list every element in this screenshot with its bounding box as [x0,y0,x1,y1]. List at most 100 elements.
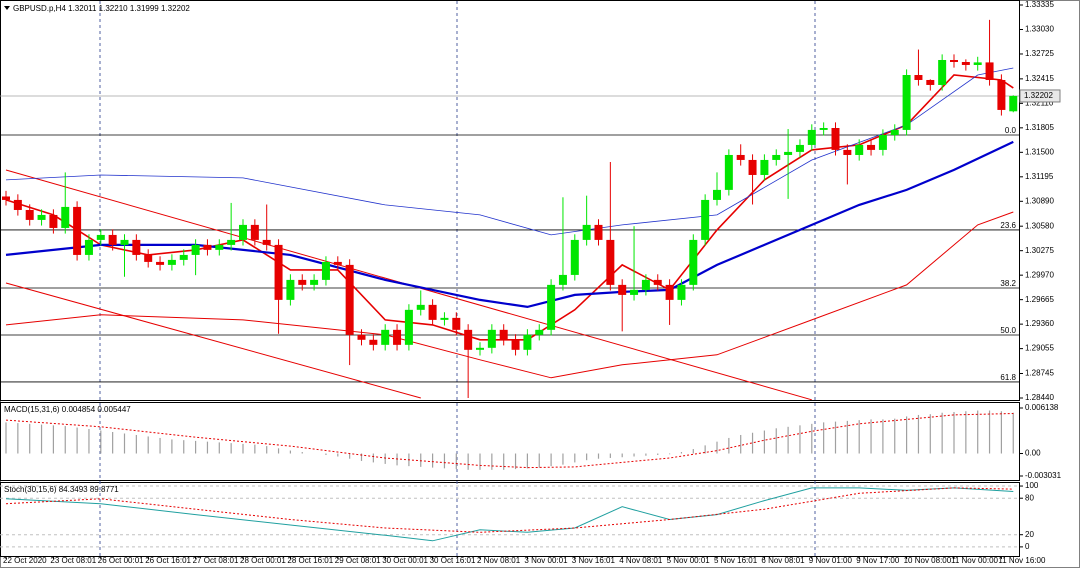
stoch-plot [0,485,1019,548]
candle-body [736,154,745,160]
candle-body [286,279,295,300]
x-tick-label: 22 Oct 2020 [3,556,47,565]
candle-body [701,199,710,240]
chart-title: GBPUSD.p,H4 1.32011 1.32210 1.31999 1.32… [13,4,190,13]
candle-body [440,317,449,320]
candle-body [120,239,129,245]
candle-body [345,264,354,335]
x-tick-label: 9 Nov 01:00 [809,556,853,565]
candle-body [108,234,117,245]
candle-body [867,144,876,150]
x-tick-label: 9 Nov 17:00 [856,556,900,565]
candle-body [13,199,22,210]
candle-body [558,274,567,285]
candle-body [914,75,923,80]
x-tick-label: 28 Oct 00:01 [240,556,286,565]
candle-body [961,62,970,65]
x-tick-label: 3 Nov 16:01 [572,556,616,565]
stoch-line [5,487,1014,542]
y-tick-label: 1.30275 [1025,246,1054,255]
candle-body [203,244,212,250]
candle-body [547,284,556,330]
candle-body [950,59,958,63]
candle-body [499,329,508,340]
candle-body [618,284,627,295]
candle-body [713,189,721,200]
candle-body [464,329,473,350]
collapse-icon[interactable] [4,6,10,10]
candle-body [333,261,342,265]
candle-body [535,329,544,335]
candle-body [84,239,93,255]
candle-body [748,159,757,175]
x-tick-label: 10 Nov 08:00 [904,556,952,565]
candle-body [973,62,982,65]
y-tick-label: 1.28745 [1025,369,1054,378]
candle-body [807,129,816,145]
candle-body [310,279,319,285]
x-tick-label: 5 Nov 00:01 [667,556,711,565]
last-price-box [1019,89,1061,103]
candle-body [582,224,591,240]
y-tick-label: 1.29970 [1025,270,1054,279]
moving-average [5,211,1014,379]
candle-body [511,339,520,350]
x-tick-label: 23 Oct 08:01 [50,556,96,565]
candle-body [404,309,413,345]
macd-pane [0,402,1020,481]
y-tick-label: 0.00 [1025,449,1041,458]
x-tick-label: 3 Nov 00:01 [524,556,568,565]
candle-body [428,304,437,320]
candle-body [653,279,662,285]
candle-body [416,304,425,310]
y-tick-label: 80 [1025,493,1034,502]
y-tick-label: 1.31500 [1025,147,1054,156]
x-tick-label: 5 Nov 16:01 [714,556,758,565]
candle-body [369,339,378,345]
axes: 1.33335 1.33030 1.32725 1.32415 1.32110 1.318… [3,0,1062,565]
candle-body [630,289,639,295]
candle-body [606,239,615,285]
candle-body [239,224,247,240]
last-price-label: 1.32202 [1024,91,1053,100]
candle-body [843,149,852,155]
candle-body [132,239,141,255]
candle-body [902,75,911,130]
candle-body [819,127,828,130]
candle-body [855,144,864,155]
y-tick-label: 1.29360 [1025,319,1054,328]
fib-label: 38.2 [1000,279,1016,288]
y-tick-label: 1.33335 [1025,0,1054,9]
candle-body [784,151,793,155]
candle-body [393,329,402,345]
fib-label: 50.0 [1000,326,1016,335]
candle-body [772,154,781,160]
y-tick-label: 1.32725 [1025,49,1054,58]
candle-body [156,261,165,265]
candle-body [49,214,58,228]
candle-body [760,159,769,175]
fib-label: 23.6 [1000,221,1016,230]
candle-body [487,329,496,348]
candle-body [594,224,603,240]
candle-body [167,259,176,265]
candle-body [215,244,224,250]
candle-body [878,134,887,150]
candle-body [938,59,947,85]
main-plot [0,19,1019,400]
candle-body [665,284,674,300]
candle-body [73,206,82,255]
candle-body [1009,95,1018,112]
x-tick-label: 11 Nov 00:00 [951,556,999,565]
stoch-title: Stoch(30,15,6) 84.3493 89.8771 [4,485,119,494]
candle-body [179,254,188,260]
candle-body [570,239,579,275]
y-tick-label: -0.003031 [1025,471,1062,480]
stoch-pane [0,482,1020,557]
candle-body [357,334,366,340]
x-tick-label: 2 Nov 08:01 [477,556,521,565]
x-tick-label: 30 Oct 00:01 [382,556,428,565]
y-tick-label: 1.30580 [1025,221,1054,230]
x-tick-label: 26 Oct 16:01 [145,556,191,565]
